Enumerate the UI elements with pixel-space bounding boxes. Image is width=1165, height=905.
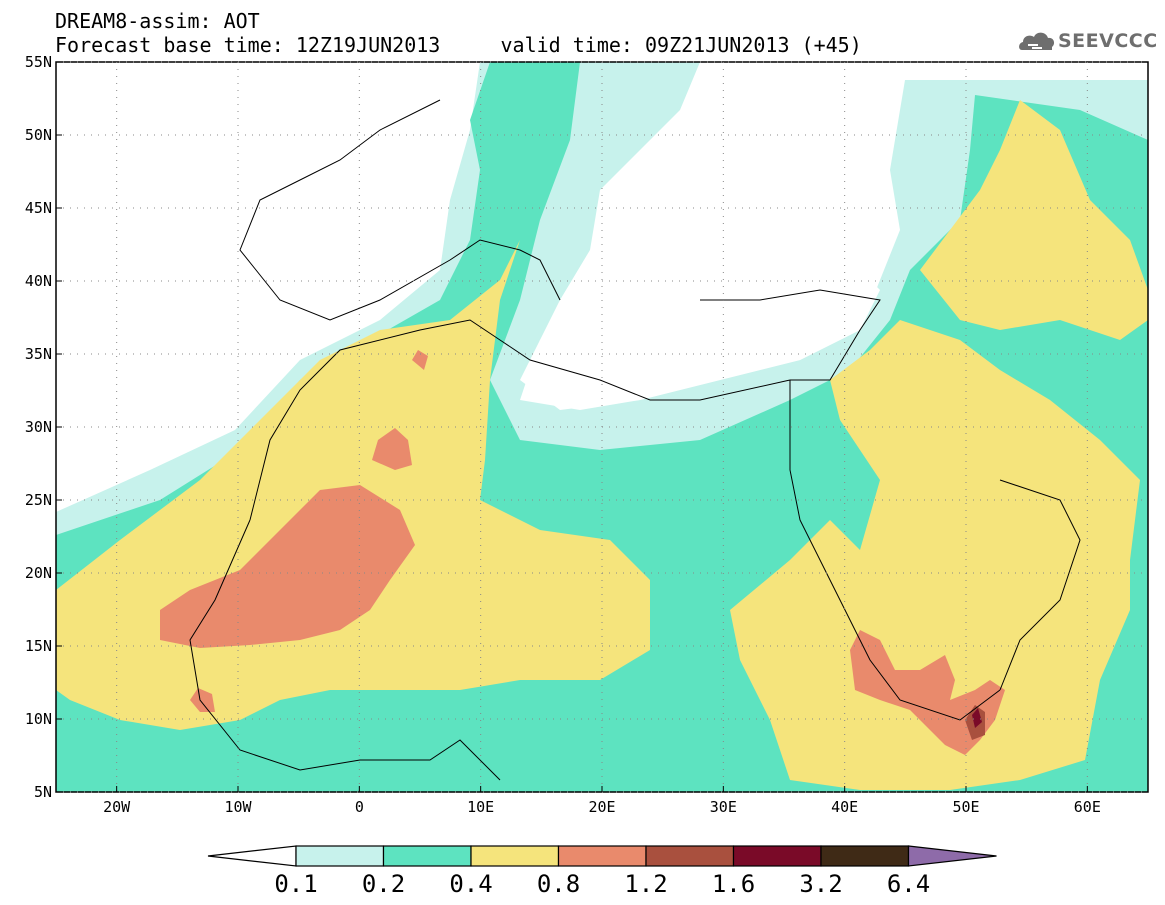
colorbar-label: 0.8	[537, 870, 580, 898]
aot-band-0.8-algeria	[372, 428, 412, 470]
cloud-icon	[1019, 32, 1055, 50]
y-tick-label: 5N	[34, 783, 52, 801]
colorbar-high-arrow	[907, 845, 997, 867]
colorbar-label: 0.1	[274, 870, 317, 898]
x-tick-label: 40E	[831, 798, 858, 816]
colorbar-label: 1.6	[712, 870, 755, 898]
x-tick-label: 10E	[467, 798, 494, 816]
colorbar-box	[732, 845, 822, 867]
y-tick-label: 15N	[25, 637, 52, 655]
colorbar-box	[470, 845, 560, 867]
logo-text: SEEVCCC	[1058, 30, 1158, 52]
colorbar-low-arrow	[207, 845, 297, 867]
y-tick-label: 35N	[25, 345, 52, 363]
longitude-axis: 20W 10W 0 10E 20E 30E 40E 50E 60E	[103, 786, 1101, 816]
latitude-axis: 55N 50N 45N 40N 35N 30N 25N 20N 15N 10N 5N	[25, 53, 62, 801]
aot-band-0.4-caspian	[920, 100, 1148, 340]
colorbar-label: 6.4	[887, 870, 930, 898]
forecast-time-line: Forecast base time: 12Z19JUN2013 valid t…	[55, 33, 862, 57]
y-tick-label: 20N	[25, 564, 52, 582]
y-tick-label: 45N	[25, 199, 52, 217]
mediterranean-low	[520, 170, 880, 410]
aot-band-0.8-atlas	[412, 350, 428, 370]
aot-band-0.8-senegal	[190, 688, 215, 712]
colorbar: 0.1 0.2 0.4 0.8 1.2 1.6 3.2 6.4	[207, 845, 997, 898]
y-tick-label: 55N	[25, 53, 52, 71]
x-tick-label: 10W	[224, 798, 252, 816]
y-tick-label: 40N	[25, 272, 52, 290]
x-tick-label: 60E	[1074, 798, 1101, 816]
colorbar-box	[382, 845, 472, 867]
colorbar-label: 1.2	[624, 870, 667, 898]
aot-band-0.4-arabia	[730, 320, 1140, 790]
map-title: DREAM8-assim: AOT	[55, 9, 260, 33]
x-tick-label: 30E	[710, 798, 737, 816]
coastlines	[189, 99, 1081, 781]
aot-band-0.8-horn	[850, 630, 1005, 755]
x-tick-label: 20W	[103, 798, 131, 816]
graticule	[56, 61, 1148, 793]
colorbar-label: 0.2	[362, 870, 405, 898]
colorbar-label: 0.4	[449, 870, 492, 898]
x-tick-label: 20E	[588, 798, 615, 816]
x-tick-label: 0	[355, 798, 364, 816]
x-tick-label: 50E	[952, 798, 979, 816]
aot-band-0.8-west-africa	[160, 485, 415, 648]
colorbar-box	[645, 845, 735, 867]
colorbar-box	[295, 845, 385, 867]
y-tick-label: 10N	[25, 710, 52, 728]
y-tick-label: 25N	[25, 491, 52, 509]
y-tick-label: 30N	[25, 418, 52, 436]
colorbar-label: 3.2	[799, 870, 842, 898]
y-tick-label: 50N	[25, 126, 52, 144]
colorbar-box	[820, 845, 910, 867]
colorbar-box	[557, 845, 647, 867]
aot-band-1.6	[972, 708, 982, 728]
